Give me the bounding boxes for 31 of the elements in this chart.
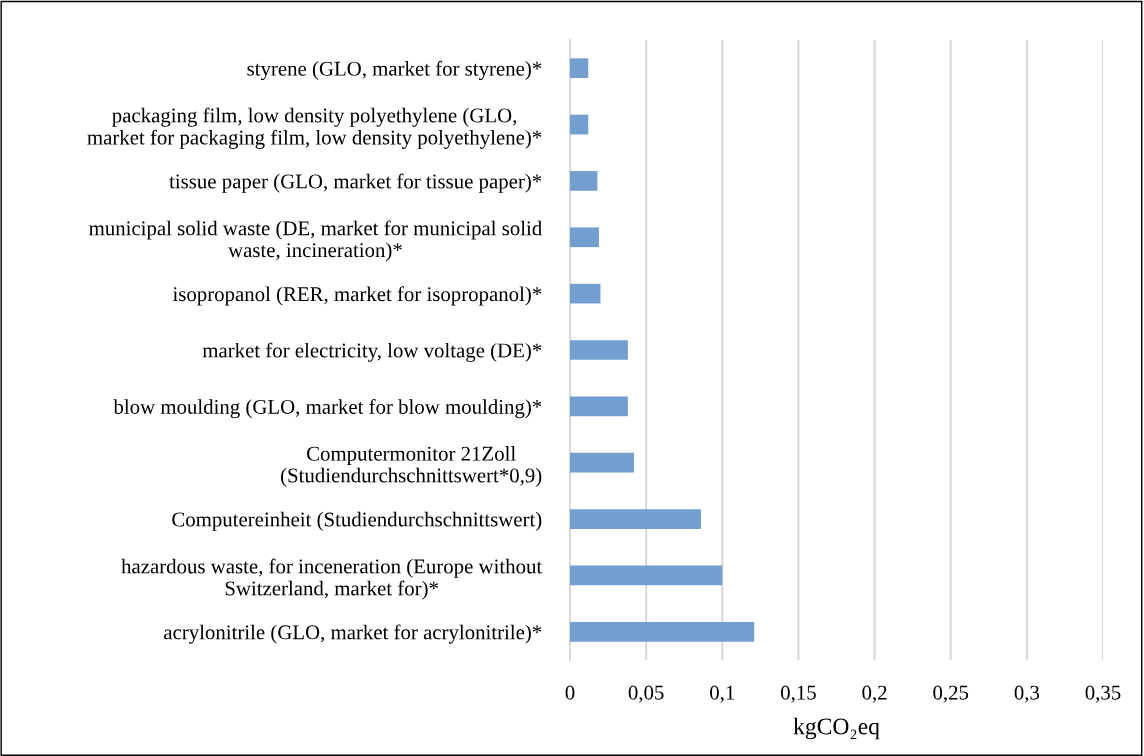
y-tick-label: Computermonitor 21Zoll (Studiendurchschnittswert*0,9) [281, 446, 542, 487]
x-axis-title: kgCO₂eq [793, 717, 880, 740]
bar [570, 114, 589, 135]
bar [570, 396, 628, 417]
x-tick-label: 0,15 [780, 685, 816, 703]
bar [570, 565, 723, 586]
y-tick-label: styrene (GLO, market for styrene)* [247, 60, 542, 81]
bar [570, 58, 589, 79]
x-tick-label: 0,05 [628, 685, 664, 703]
x-tick-label: 0,2 [862, 685, 887, 703]
y-tick-label: Computereinheit (Studiendurchschnittswert) [172, 511, 542, 531]
x-tick-label: 0 [565, 685, 575, 700]
x-tick-label: 0,35 [1085, 685, 1121, 703]
y-tick-label: packaging film, low density polyethylene (GLO, market for packaging film, low density polyethylene)* [87, 107, 542, 149]
y-tick-label: isopropanol (RER, market for isopropanol)* [172, 286, 542, 306]
bar [570, 621, 755, 642]
bar [570, 452, 634, 473]
y-tick-label: hazardous waste, for inceneration (Europe without Switzerland, market for)* [121, 558, 543, 600]
bar [570, 509, 701, 529]
bar [570, 171, 598, 191]
bar [570, 340, 628, 360]
y-tick-label: blow moulding (GLO, market for blow moulding)* [113, 399, 542, 419]
y-tick-label: acrylonitrile (GLO, market for acrylonitrile)* [164, 624, 542, 644]
x-tick-label: 0,1 [710, 685, 735, 703]
x-tick-label: 0,25 [933, 685, 969, 703]
y-tick-label: tissue paper (GLO, market for tissue paper)* [169, 173, 542, 193]
bar [570, 227, 599, 248]
y-tick-label: market for electricity, low voltage (DE)* [202, 342, 542, 362]
bar [570, 283, 601, 304]
y-tick-label: municipal solid waste (DE, market for municipal solid waste, incineration)* [89, 220, 542, 262]
x-tick-label: 0,3 [1014, 685, 1040, 703]
